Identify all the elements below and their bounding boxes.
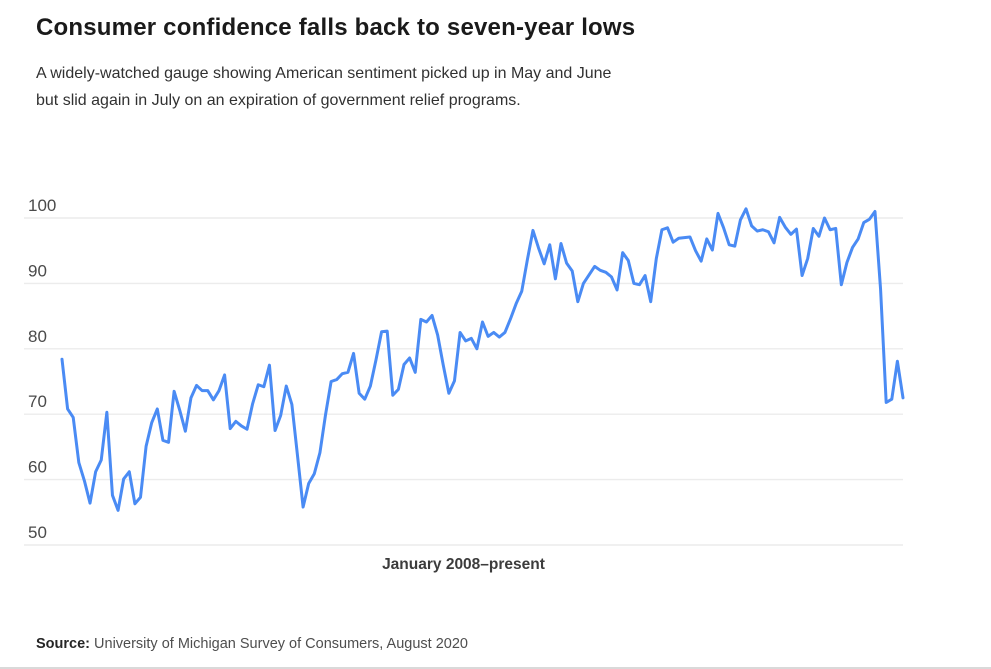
chart-title: Consumer confidence falls back to seven-… <box>36 14 636 41</box>
y-axis-tick-label: 60 <box>28 458 47 477</box>
source-text: University of Michigan Survey of Consume… <box>90 636 468 652</box>
y-axis-tick-label: 80 <box>28 327 47 346</box>
consumer-sentiment-line <box>60 207 905 512</box>
line-chart: 100 90 80 70 60 50 <box>24 196 905 546</box>
y-axis-tick-label: 50 <box>28 523 47 542</box>
chart-subtitle-line-2: but slid again in July on an expiration … <box>36 92 521 109</box>
chart-subtitle-line-1: A widely-watched gauge showing American … <box>36 65 612 82</box>
source-note: Source: University of Michigan Survey of… <box>36 636 468 652</box>
source-label: Source: <box>36 636 90 652</box>
y-axis-tick-label: 100 <box>28 196 56 215</box>
x-axis-label: January 2008–present <box>382 556 545 573</box>
y-axis-tick-label: 70 <box>28 392 47 411</box>
y-axis-tick-label: 90 <box>28 261 47 280</box>
